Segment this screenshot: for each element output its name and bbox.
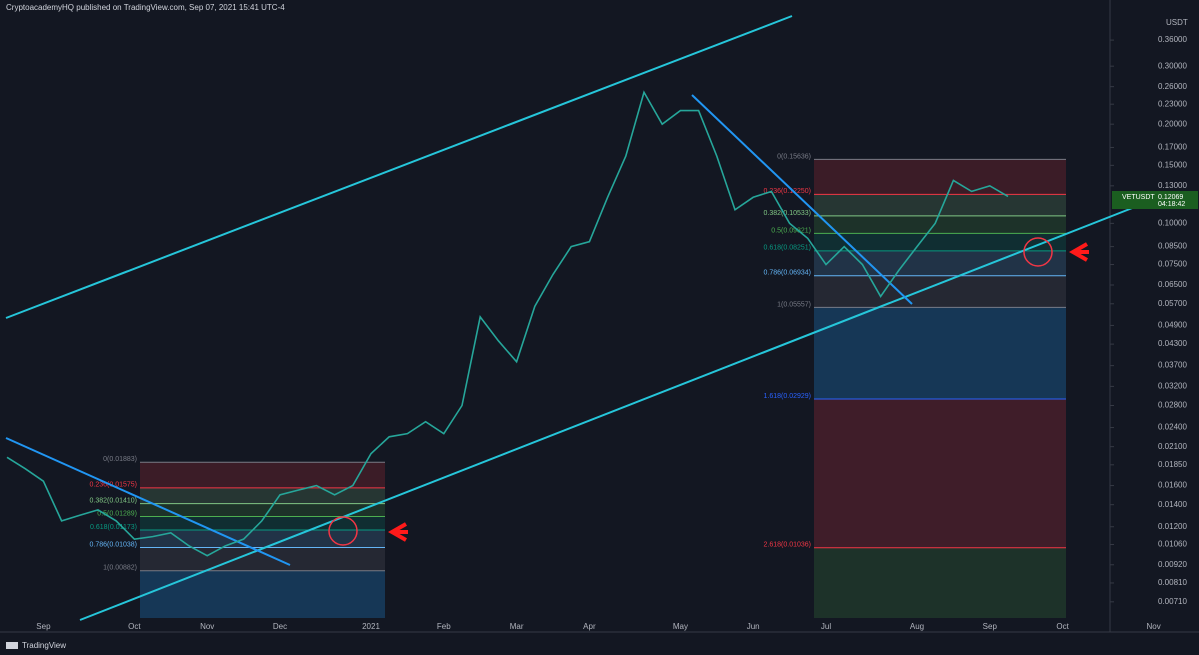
fib-band	[814, 194, 1066, 216]
y-tick-label: 0.01060	[1158, 540, 1187, 549]
fib-label: 2.618(0.01036)	[764, 542, 811, 549]
fib-label: 0.5(0.01289)	[97, 510, 137, 517]
x-tick-label: 2021	[362, 622, 380, 631]
fib-label: 0.382(0.01410)	[90, 498, 137, 505]
y-tick-label: 0.08500	[1158, 242, 1187, 251]
fib-band	[140, 570, 385, 618]
fib-band	[140, 547, 385, 571]
fib-band	[140, 487, 385, 504]
x-tick-label: Sep	[983, 622, 998, 631]
fib-label: 0(0.01883)	[103, 456, 137, 463]
header: CryptoacademyHQ published on TradingView…	[6, 3, 285, 12]
x-tick-label: Dec	[273, 622, 287, 631]
y-tick-label: 0.36000	[1158, 35, 1187, 44]
x-tick-label: Nov	[200, 622, 214, 631]
fib-label: 1(0.00882)	[103, 565, 137, 572]
fib-band	[814, 275, 1066, 308]
y-tick-label: 0.10000	[1158, 218, 1187, 227]
y-tick-label: 0.03200	[1158, 382, 1187, 391]
fib-band	[140, 503, 385, 517]
fib-band	[140, 516, 385, 530]
x-tick-label: Feb	[437, 622, 451, 631]
y-tick-label: 0.15000	[1158, 160, 1187, 169]
y-tick-label: 0.30000	[1158, 61, 1187, 70]
y-tick-label: 0.02400	[1158, 423, 1187, 432]
fib-label: 0(0.15636)	[777, 153, 811, 160]
y-tick-label: 0.01600	[1158, 481, 1187, 490]
x-tick-label: Oct	[128, 622, 141, 631]
trend-line	[691, 94, 913, 305]
price-line	[6, 90, 1009, 557]
logo	[6, 642, 18, 649]
x-tick-label: May	[673, 622, 688, 631]
highlight-circle	[328, 516, 358, 546]
y-tick-label: 0.00710	[1158, 597, 1187, 606]
highlight-circle	[1023, 237, 1053, 267]
y-tick-label: 0.00810	[1158, 578, 1187, 587]
arrow	[1068, 242, 1089, 262]
y-tick-label: 0.01400	[1158, 500, 1187, 509]
fib-band	[814, 159, 1066, 195]
symbol: VETUSDT	[1122, 194, 1155, 201]
fib-label: 0.786(0.06934)	[764, 270, 811, 277]
x-tick-label: Sep	[36, 622, 51, 631]
price-label: 0.12069	[1158, 194, 1183, 201]
y-tick-label: 0.02100	[1158, 442, 1187, 451]
y-tick-label: 0.13000	[1158, 181, 1187, 190]
fib-label: 0.5(0.09321)	[771, 227, 811, 234]
fib-label: 0.618(0.08251)	[764, 245, 811, 252]
y-tick-label: 0.20000	[1158, 119, 1187, 128]
y-tick-label: 0.23000	[1158, 99, 1187, 108]
fib-label: 0.786(0.01038)	[90, 541, 137, 548]
fib-band	[140, 529, 385, 548]
x-tick-label: Oct	[1056, 622, 1069, 631]
channel-line	[5, 15, 793, 319]
x-tick-label: Aug	[910, 622, 924, 631]
fib-label: 0.382(0.10533)	[764, 210, 811, 217]
fib-band	[140, 462, 385, 488]
fib-label: 0.236(0.12250)	[764, 188, 811, 195]
y-tick-label: 0.06500	[1158, 280, 1187, 289]
fib-band	[814, 233, 1066, 251]
y-tick-label: 0.01200	[1158, 522, 1187, 531]
y-tick-label: 0.17000	[1158, 143, 1187, 152]
countdown: 04:18:42	[1158, 201, 1185, 208]
y-tick-label: 0.26000	[1158, 82, 1187, 91]
y-tick-label: 0.00920	[1158, 560, 1187, 569]
arrow	[387, 522, 408, 542]
y-tick-label: 0.05700	[1158, 299, 1187, 308]
x-tick-label: Nov	[1146, 622, 1160, 631]
x-tick-label: Apr	[583, 622, 596, 631]
fib-band	[814, 547, 1066, 618]
fib-band	[814, 215, 1066, 234]
x-tick-label: Jun	[747, 622, 760, 631]
y-tick-label: 0.02800	[1158, 401, 1187, 410]
fib-label: 1.618(0.02929)	[764, 393, 811, 400]
x-tick-label: Jul	[821, 622, 831, 631]
price-badge	[1112, 191, 1198, 209]
fib-label: 0.618(0.01173)	[90, 524, 137, 531]
fib-layer: 0(0.01883)0.236(0.01575)0.382(0.01410)0.…	[90, 153, 1066, 618]
trend-line	[5, 437, 291, 566]
fib-band	[814, 399, 1066, 548]
y-tick-label: 0.04300	[1158, 339, 1187, 348]
x-tick-label: Mar	[510, 622, 524, 631]
fib-band	[814, 307, 1066, 400]
y-tick-label: 0.01850	[1158, 460, 1187, 469]
y-tick-label: 0.03700	[1158, 361, 1187, 370]
y-tick-label: 0.04900	[1158, 321, 1187, 330]
y-tick-label: 0.07500	[1158, 260, 1187, 269]
footer: TradingView	[22, 641, 66, 650]
y-unit: USDT	[1166, 18, 1188, 27]
fib-label: 1(0.05557)	[777, 301, 811, 308]
